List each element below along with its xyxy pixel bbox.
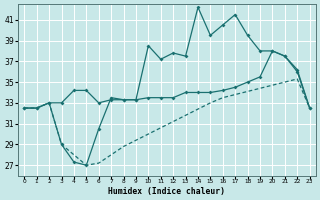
X-axis label: Humidex (Indice chaleur): Humidex (Indice chaleur): [108, 187, 226, 196]
